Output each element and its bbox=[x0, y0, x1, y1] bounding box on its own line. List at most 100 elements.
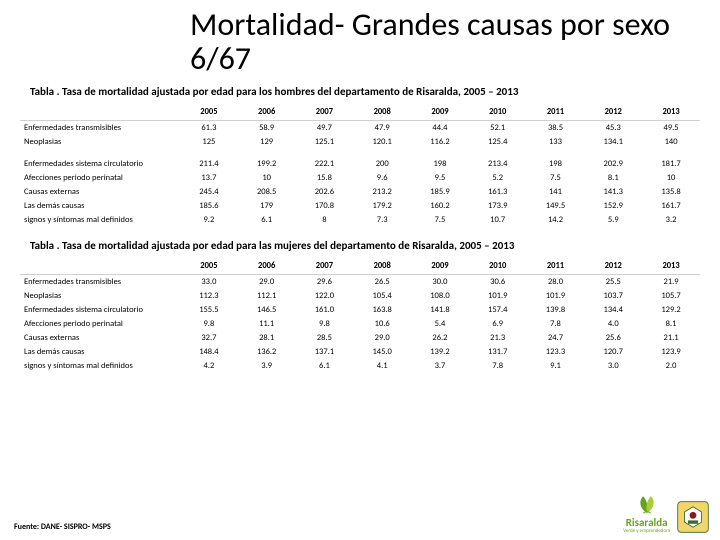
cell: 134.4 bbox=[584, 303, 642, 317]
cell: 139.2 bbox=[411, 345, 469, 359]
row-label: Neoplasias bbox=[20, 289, 180, 303]
cell: 25.5 bbox=[584, 275, 642, 290]
cell: 4.0 bbox=[584, 317, 642, 331]
row-label: signos y síntomas mal definidos bbox=[20, 359, 180, 373]
cell: 2.0 bbox=[642, 359, 700, 373]
cell: 101.9 bbox=[527, 289, 585, 303]
cell: 245.4 bbox=[180, 185, 238, 199]
row-label: Enfermedades transmisibles bbox=[20, 275, 180, 290]
row-label: Las demás causas bbox=[20, 345, 180, 359]
cell: 202.9 bbox=[584, 157, 642, 171]
col-year: 2009 bbox=[411, 258, 469, 275]
cell: 213.2 bbox=[353, 185, 411, 199]
cell: 125 bbox=[180, 135, 238, 149]
col-year: 2009 bbox=[411, 104, 469, 121]
cell: 45.3 bbox=[584, 121, 642, 136]
cell: 29.6 bbox=[296, 275, 354, 290]
cell: 10.7 bbox=[469, 213, 527, 227]
cell: 133 bbox=[527, 135, 585, 149]
row-label: Enfermedades sistema circulatorio bbox=[20, 303, 180, 317]
subtitle-women: Tabla . Tasa de mortalidad ajustada por … bbox=[0, 233, 720, 258]
cell: 105.7 bbox=[642, 289, 700, 303]
cell: 58.9 bbox=[238, 121, 296, 136]
row-label: Neoplasias bbox=[20, 135, 180, 149]
cell: 198 bbox=[527, 157, 585, 171]
cell: 141.8 bbox=[411, 303, 469, 317]
cell: 161.3 bbox=[469, 185, 527, 199]
cell: 125.1 bbox=[296, 135, 354, 149]
col-year: 2013 bbox=[642, 104, 700, 121]
cell: 213.4 bbox=[469, 157, 527, 171]
cell: 200 bbox=[353, 157, 411, 171]
cell: 140 bbox=[642, 135, 700, 149]
cell: 116.2 bbox=[411, 135, 469, 149]
cell: 161.0 bbox=[296, 303, 354, 317]
cell: 155.5 bbox=[180, 303, 238, 317]
cell: 7.5 bbox=[527, 171, 585, 185]
cell: 152.9 bbox=[584, 199, 642, 213]
cell: 9.8 bbox=[180, 317, 238, 331]
cell: 25.6 bbox=[584, 331, 642, 345]
cell: 125.4 bbox=[469, 135, 527, 149]
cell: 9.5 bbox=[411, 171, 469, 185]
gobernacion-icon bbox=[676, 500, 710, 534]
cell: 105.4 bbox=[353, 289, 411, 303]
col-year: 2011 bbox=[527, 104, 585, 121]
table-row: Las demás causas185.6179170.8179.2160.21… bbox=[20, 199, 700, 213]
cell: 173.9 bbox=[469, 199, 527, 213]
cell: 108.0 bbox=[411, 289, 469, 303]
cell: 9.1 bbox=[527, 359, 585, 373]
cell: 47.9 bbox=[353, 121, 411, 136]
cell: 208.5 bbox=[238, 185, 296, 199]
cell: 185.9 bbox=[411, 185, 469, 199]
cell: 9.8 bbox=[296, 317, 354, 331]
logo-subtext: Verde y emprendedora bbox=[623, 529, 670, 534]
cell: 120.7 bbox=[584, 345, 642, 359]
cell: 15.8 bbox=[296, 171, 354, 185]
logo-risaralda: Risaralda Verde y emprendedora bbox=[623, 491, 670, 534]
cell: 157.4 bbox=[469, 303, 527, 317]
cell: 170.8 bbox=[296, 199, 354, 213]
subtitle-men: Tabla . Tasa de mortalidad ajustada por … bbox=[0, 79, 720, 104]
col-year: 2007 bbox=[296, 258, 354, 275]
col-year: 2006 bbox=[238, 104, 296, 121]
cell: 136.2 bbox=[238, 345, 296, 359]
cell: 5.4 bbox=[411, 317, 469, 331]
row-label: Causas externas bbox=[20, 331, 180, 345]
cell: 112.1 bbox=[238, 289, 296, 303]
table-row: Causas externas32.728.128.529.026.221.32… bbox=[20, 331, 700, 345]
cell: 222.1 bbox=[296, 157, 354, 171]
cell: 129 bbox=[238, 135, 296, 149]
table-row: Neoplasias125129125.1120.1116.2125.4133 1… bbox=[20, 135, 700, 149]
cell: 202.6 bbox=[296, 185, 354, 199]
table-row: signos y síntomas mal definidos9.26.187.… bbox=[20, 213, 700, 227]
cell: 10 bbox=[642, 171, 700, 185]
cell: 120.1 bbox=[353, 135, 411, 149]
col-year: 2005 bbox=[180, 258, 238, 275]
cell: 161.7 bbox=[642, 199, 700, 213]
cell: 8.1 bbox=[584, 171, 642, 185]
cell: 5.9 bbox=[584, 213, 642, 227]
cell: 4.1 bbox=[353, 359, 411, 373]
cell: 112.3 bbox=[180, 289, 238, 303]
table-row: Afecciones periodo perinatal9.811.19.810… bbox=[20, 317, 700, 331]
col-year: 2012 bbox=[584, 104, 642, 121]
source-text: Fuente: DANE- SISPRO- MSPS bbox=[14, 522, 111, 532]
cell: 10.6 bbox=[353, 317, 411, 331]
table-row: Neoplasias112.3112.1122.0105.4108.0101.9… bbox=[20, 289, 700, 303]
col-year: 2008 bbox=[353, 104, 411, 121]
cell: 145.0 bbox=[353, 345, 411, 359]
cell: 185.6 bbox=[180, 199, 238, 213]
row-label: signos y síntomas mal definidos bbox=[20, 213, 180, 227]
cell: 211.4 bbox=[180, 157, 238, 171]
cell: 33.0 bbox=[180, 275, 238, 290]
table-row: Afecciones periodo perinatal13.71015.89.… bbox=[20, 171, 700, 185]
table-row: Enfermedades sistema circulatorio211.419… bbox=[20, 157, 700, 171]
cell: 139.8 bbox=[527, 303, 585, 317]
cell: 199.2 bbox=[238, 157, 296, 171]
table-row: Enfermedades sistema circulatorio155.5 14… bbox=[20, 303, 700, 317]
col-label bbox=[20, 258, 180, 275]
table-row: Enfermedades transmisibles33.029.029.626… bbox=[20, 275, 700, 290]
col-year: 2010 bbox=[469, 104, 527, 121]
cell: 4.2 bbox=[180, 359, 238, 373]
